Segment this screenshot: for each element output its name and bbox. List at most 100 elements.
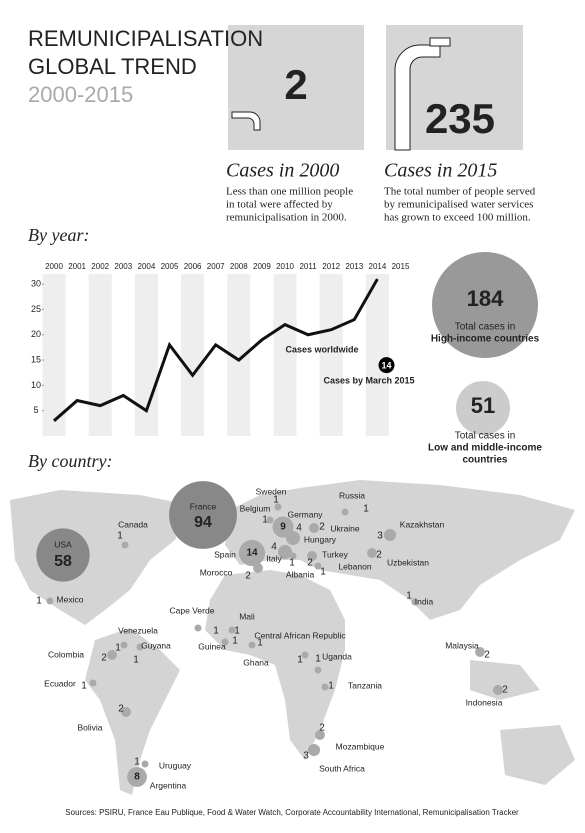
country-bubble [411,598,419,606]
country-value: 1 [297,655,303,666]
total-bubble [432,252,538,358]
country-value: 2 [245,571,251,582]
country-name: Canada [118,519,148,529]
total-label: Total cases in [455,431,516,442]
stat-caption: Cases in 2000 [226,160,339,182]
total-label: Low and middle-income [428,443,542,454]
country-name: South Africa [319,763,365,773]
y-tick-label: 5 [33,405,38,415]
y-tick-label: 10 [31,380,41,390]
country-name: Argentina [150,780,187,790]
x-tick-label: 2002 [91,262,109,271]
data-label: 14 [381,361,391,371]
stat-text: The total number of people served [384,186,536,198]
section-heading: By country: [28,451,112,471]
x-tick-label: 2015 [392,262,410,271]
country-name: Ghana [243,657,269,667]
country-value: 8 [134,772,140,783]
country-name: Kazakhstan [400,519,445,529]
country-name: Central African Republic [254,630,346,640]
country-name: Venezuela [118,625,158,635]
series-label: Cases by March 2015 [323,375,414,385]
country-bubble [321,683,329,691]
total-label: Total cases in [455,322,516,333]
country-name: Tanzania [348,680,382,690]
tap-boxes [228,25,523,151]
country-name: Ukraine [330,523,360,533]
point [378,357,395,374]
country-bubble [221,638,229,646]
country-value: 2 [319,723,325,734]
country-name: Albania [286,569,315,579]
title: REMUNICIPALISATION [28,26,263,51]
country-value: 3 [303,751,309,762]
stat-value: 2 [284,61,307,108]
stat-text: in total were affected by [226,199,333,211]
total-label: countries [462,455,507,466]
country-value: 1 [115,643,121,654]
grid-stripe [88,274,112,436]
country-value: 1 [232,636,238,647]
grid-stripe [181,274,205,436]
country-name: Morocco [200,567,233,577]
country-bubble [253,563,263,573]
x-tick-label: 2001 [68,262,86,271]
country-name: Turkey [322,549,348,559]
country-bubble [341,508,349,516]
country-bubble [136,643,144,651]
country-name: Uruguay [159,760,192,770]
x-tick-label: 2011 [299,262,317,271]
y-tick-label: 25 [31,304,41,314]
x-tick-label: 2007 [207,262,225,271]
x-tick-label: 2005 [161,262,179,271]
country-value: 2 [319,522,325,533]
country-value: 1 [36,596,42,607]
country-bubble [367,548,377,558]
country-bubble [266,516,274,524]
country-bubble [274,503,282,511]
country-value: 2 [502,685,508,696]
x-tick-label: 2010 [276,262,294,271]
country-value: 1 [328,681,334,692]
country-name: Italy [266,553,282,563]
country-value: 4 [271,542,277,553]
country-bubble [278,545,292,559]
country-value: 9 [280,522,286,533]
country-bubble [46,597,54,605]
country-bubble [127,767,147,787]
country-name: India [415,596,434,606]
country-value: 1 [134,757,140,768]
country-bubble [120,641,128,649]
country-bubble [238,539,266,567]
country-name: Sweden [256,486,287,496]
country-value: 94 [194,514,212,531]
country-value: 2 [307,558,313,569]
country-bubble [314,666,322,674]
country-name: Malaysia [445,640,479,650]
country-bubble [309,523,319,533]
title: GLOBAL TREND [28,54,197,79]
source: Sources: PSIRU, France Eau Publique, Foo… [65,808,519,817]
country-name: Indonesia [466,697,503,707]
x-tick-label: 2013 [345,262,363,271]
country-name: Cape Verde [170,605,215,615]
country-bubble [107,650,117,660]
line [53,278,379,422]
total-value: 51 [471,393,495,418]
country-bubble [307,551,317,561]
x-tick-label: 2009 [253,262,271,271]
country-bubble [289,552,297,560]
country-name: France [190,501,217,511]
country-value: 1 [81,681,87,692]
country-name: Spain [214,549,236,559]
y-tick-label: 30 [31,279,41,289]
country-value: 2 [484,650,490,661]
country-name: Hungary [304,534,337,544]
stat-text: remunicipalisation in 2000. [226,212,347,224]
x-tick-label: 2000 [45,262,63,271]
grid-stripe [273,274,297,436]
stat-text: Less than one million people [226,186,353,198]
country-name: Mozambique [336,741,385,751]
country-name: Germany [288,509,324,519]
